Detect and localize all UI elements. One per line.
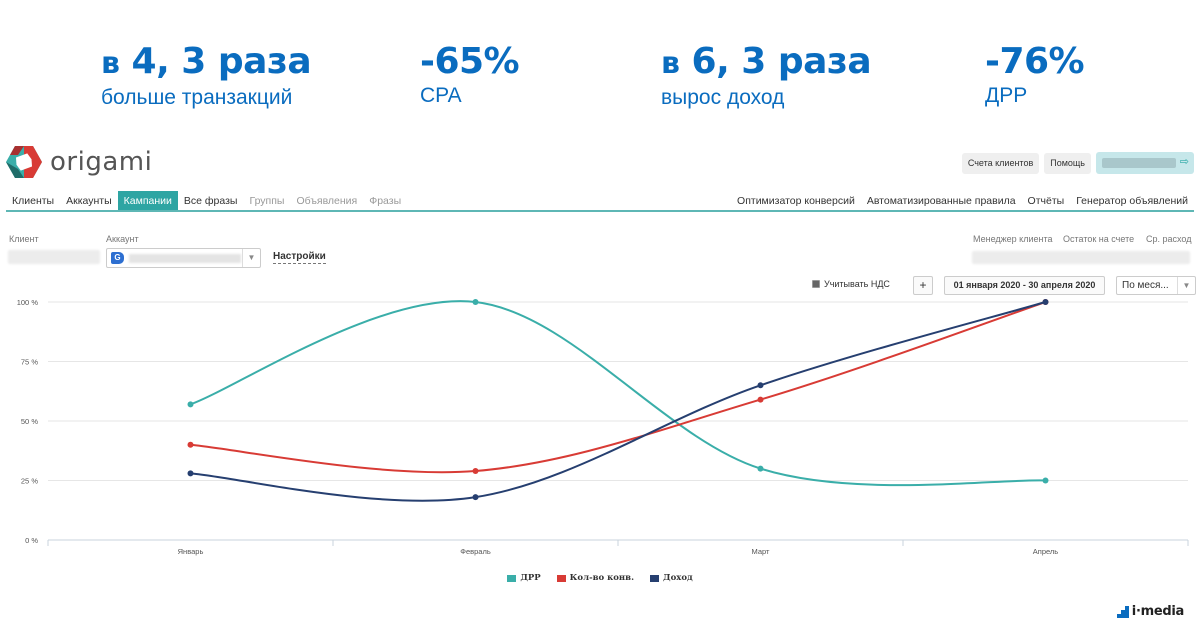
help-button[interactable]: Помощь (1044, 152, 1091, 174)
account-select[interactable]: G ▼ (106, 248, 261, 268)
series-line-2 (190, 301, 1046, 502)
legend-swatch (650, 574, 660, 582)
data-point[interactable] (472, 494, 479, 501)
imedia-mark-icon (1116, 605, 1129, 618)
stat-caption: больше транзакций (101, 86, 293, 109)
data-point[interactable] (757, 382, 764, 389)
legend-label: ДРР (520, 573, 541, 583)
nav-campaigns[interactable]: Кампании (117, 191, 178, 210)
line-chart: 0 % 25 % 50 % 75 % 100 % Январь Февраль Март Апр… (17, 298, 1189, 556)
legend-swatch (556, 574, 566, 582)
checkbox-icon[interactable] (812, 280, 820, 288)
stat-prefix: в (661, 46, 680, 81)
nav-ads[interactable]: Объявления (296, 195, 358, 207)
nav-automated-rules[interactable]: Автоматизированные правила (866, 195, 1016, 207)
logo-text: origami (50, 147, 153, 177)
x-tick-label: Март (752, 547, 771, 556)
legend-item-income[interactable]: Доход (650, 573, 693, 583)
manager-label: Менеджер клиента (973, 234, 1053, 244)
origami-logo-icon (6, 146, 42, 178)
chart-legend: ДРР Кол-во конв. Доход (0, 573, 1200, 583)
stat-cpa: -65% CPA (420, 40, 520, 108)
x-tick-label: Февраль (460, 547, 491, 556)
stat-caption: ДРР (985, 84, 1028, 107)
nav-conversion-optimizer[interactable]: Оптимизатор конверсий (737, 195, 855, 207)
nav-reports[interactable]: Отчёты (1027, 195, 1065, 207)
nav-ad-generator[interactable]: Генератор объявлений (1076, 195, 1188, 207)
stat-caption: вырос доход (661, 86, 785, 109)
data-point[interactable] (1042, 477, 1049, 484)
nav-all-phrases[interactable]: Все фразы (183, 195, 238, 207)
legend-label: Доход (663, 573, 693, 583)
main-nav: Клиенты Аккаунты Кампании Все фразы Груп… (6, 191, 1194, 212)
imedia-text: i·media (1131, 604, 1185, 619)
nav-phrases[interactable]: Фразы (369, 195, 402, 207)
legend-item-conversions[interactable]: Кол-во конв. (556, 573, 635, 583)
period-select[interactable]: По меся... ▼ (1116, 276, 1196, 295)
stat-drr: -76% ДРР (985, 40, 1085, 108)
client-accounts-button[interactable]: Счета клиентов (961, 152, 1040, 174)
period-value: По меся... (1122, 280, 1169, 291)
series-line-1 (190, 301, 1046, 474)
client-value-redacted (8, 250, 100, 264)
stat-value: -65% (420, 41, 520, 82)
y-tick-label: 50 % (21, 417, 38, 426)
user-menu-button[interactable]: ⇨ (1096, 152, 1194, 174)
vat-label: Учитывать НДС (824, 279, 890, 289)
balance-label: Остаток на счете (1063, 234, 1135, 244)
stat-prefix: в (101, 46, 120, 81)
data-point[interactable] (757, 465, 764, 472)
y-tick-label: 0 % (25, 536, 38, 545)
stat-income: в 6, 3 раза вырос доход (661, 40, 872, 110)
data-point[interactable] (472, 467, 479, 474)
account-value-redacted (129, 254, 241, 263)
stat-value: 6, 3 раза (691, 41, 872, 82)
y-tick-label: 100 % (17, 298, 39, 307)
app-logo[interactable]: origami (6, 145, 152, 179)
data-point[interactable] (187, 441, 194, 448)
series-line-0 (190, 300, 1046, 487)
manager-info-redacted (972, 251, 1190, 264)
data-point[interactable] (187, 401, 194, 408)
data-point[interactable] (472, 299, 479, 305)
stat-value: 4, 3 раза (131, 41, 312, 82)
legend-item-drr[interactable]: ДРР (507, 573, 541, 583)
legend-label: Кол-во конв. (569, 573, 635, 583)
legend-swatch (507, 574, 517, 582)
nav-clients[interactable]: Клиенты (12, 195, 55, 207)
settings-link[interactable]: Настройки (273, 251, 326, 264)
chevron-down-icon[interactable]: ▼ (1177, 277, 1195, 294)
user-name-redacted (1102, 158, 1176, 168)
x-tick-label: Январь (178, 547, 204, 556)
x-tick-label: Апрель (1033, 547, 1059, 556)
imedia-logo: i·media (1116, 604, 1184, 619)
y-tick-label: 75 % (21, 358, 38, 367)
chevron-down-icon[interactable]: ▼ (242, 249, 260, 267)
top-actions: Счета клиентов Помощь ⇨ (961, 152, 1194, 174)
logout-icon[interactable]: ⇨ (1179, 156, 1189, 168)
nav-accounts[interactable]: Аккаунты (66, 195, 112, 207)
data-point[interactable] (1042, 299, 1049, 305)
y-tick-label: 25 % (21, 477, 38, 486)
stat-value: -76% (985, 41, 1085, 82)
google-ads-icon: G (111, 252, 124, 264)
date-range-button[interactable]: 01 января 2020 - 30 апреля 2020 (944, 276, 1105, 295)
stat-transactions: в 4, 3 раза больше транзакций (101, 40, 312, 110)
stat-caption: CPA (420, 84, 462, 107)
account-label: Аккаунт (106, 234, 139, 244)
data-point[interactable] (187, 470, 194, 477)
add-button[interactable]: + (913, 276, 933, 295)
data-point[interactable] (757, 396, 764, 403)
nav-groups[interactable]: Группы (249, 195, 285, 207)
client-label: Клиент (9, 234, 39, 244)
vat-checkbox[interactable]: Учитывать НДС (812, 279, 890, 289)
avg-spend-label: Ср. расход (1146, 234, 1192, 244)
